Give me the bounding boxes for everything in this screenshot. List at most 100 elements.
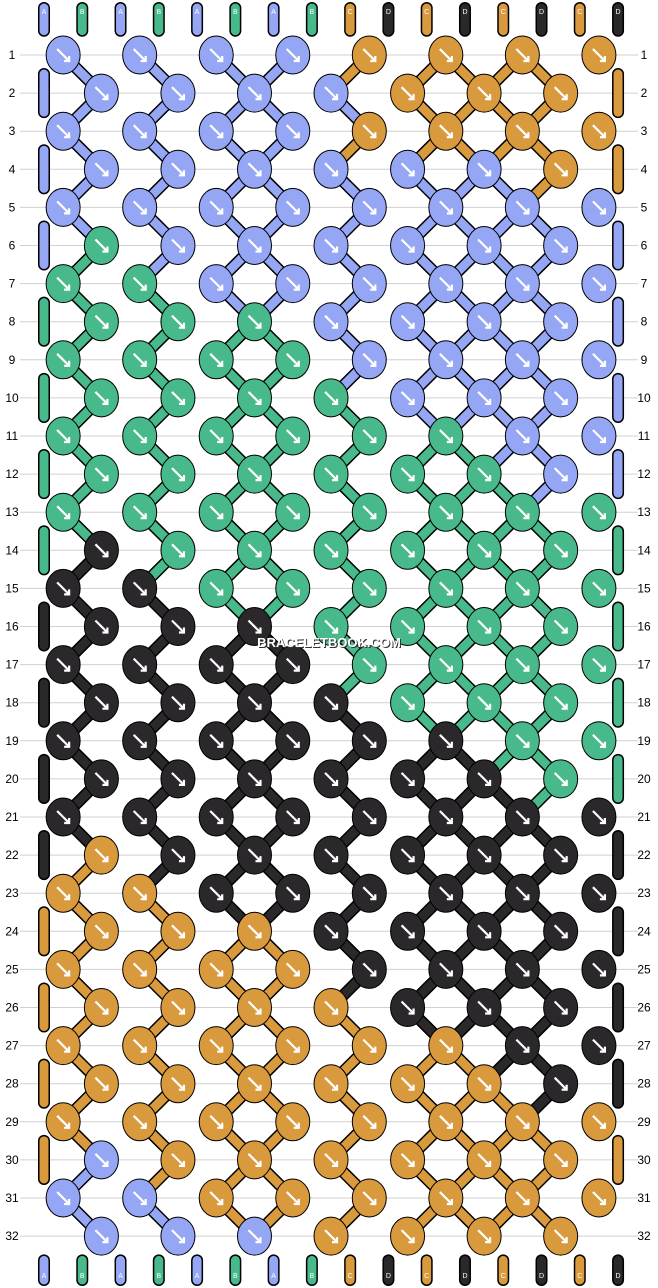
arrow-icon (553, 467, 568, 481)
arrow-icon-head (446, 1046, 453, 1053)
knot (45, 187, 81, 227)
arrow-icon-head (561, 170, 568, 177)
knot (236, 1064, 272, 1104)
knot (390, 149, 426, 189)
arrow-icon-head (446, 970, 453, 977)
arrow-icon (515, 734, 530, 748)
knot (581, 721, 617, 761)
row-number-left: 12 (5, 467, 19, 481)
arrow-icon-head (293, 437, 300, 444)
strand-label-top: A (42, 9, 47, 16)
arrow-icon (439, 581, 453, 596)
arrow-icon-head (523, 56, 530, 63)
arrow-icon (477, 162, 491, 177)
knot (275, 949, 311, 989)
row-number-left: 21 (5, 810, 19, 824)
arrow-icon (94, 1229, 109, 1243)
knot (83, 149, 119, 189)
row-number-right: 14 (637, 543, 651, 557)
row-number-right: 8 (641, 315, 648, 329)
knot (83, 988, 119, 1027)
knot (351, 568, 387, 608)
knot (236, 454, 272, 494)
arrow-icon-head (485, 1237, 492, 1244)
arrow-icon-head (561, 1160, 568, 1168)
row-number-right: 32 (637, 1229, 651, 1243)
knot (543, 1064, 579, 1104)
arrow-icon-head (523, 513, 530, 520)
arrow-icon (400, 1229, 415, 1243)
arrow-icon (553, 848, 568, 862)
arrow-icon-head (561, 1237, 568, 1244)
knot (390, 530, 426, 570)
arrow-icon (56, 48, 70, 62)
arrow-icon-head (408, 94, 415, 101)
arrow-icon-head (561, 1008, 568, 1015)
knot (313, 759, 349, 799)
knot (236, 530, 272, 570)
arrow-icon (94, 391, 109, 405)
knot (160, 378, 196, 418)
row-number-left: 2 (9, 86, 16, 100)
strand-label-bottom: A (42, 1273, 47, 1280)
arrow-icon-head (255, 627, 262, 634)
arrow-icon-head (217, 970, 224, 977)
knot (428, 111, 464, 151)
row-number-left: 10 (5, 391, 19, 405)
arrow-icon-head (140, 284, 147, 291)
row-number-right: 4 (641, 162, 648, 176)
strand-label-top: B (233, 9, 238, 16)
arrow-icon (247, 162, 262, 177)
knot (160, 759, 196, 799)
arrow-icon (171, 619, 185, 634)
arrow-icon (285, 353, 300, 367)
strand-label-bottom: B (156, 1273, 161, 1280)
knot (543, 759, 579, 799)
arrow-icon-head (446, 894, 453, 901)
strand-label-top: A (118, 9, 123, 16)
arrow-icon-head (332, 94, 339, 101)
arrow-icon (209, 657, 223, 672)
arrow-icon (94, 162, 109, 177)
knot (122, 949, 158, 989)
row-number-left: 1 (9, 48, 16, 62)
strand-label-top: A (195, 9, 200, 16)
knot (466, 911, 502, 951)
arrow-icon (209, 429, 223, 443)
arrow-icon-head (102, 1084, 109, 1091)
arrow-icon-head (332, 779, 339, 787)
strand-label-bottom: D (616, 1273, 621, 1280)
knot (198, 492, 234, 532)
knot (236, 149, 272, 189)
arrow-icon-head (599, 589, 607, 596)
arrow-icon-head (485, 475, 492, 482)
arrow-icon (362, 276, 377, 291)
knot (390, 226, 426, 265)
arrow-icon-head (370, 1199, 377, 1206)
arrow-icon (477, 772, 491, 786)
knot (466, 149, 502, 189)
arrow-icon (285, 200, 300, 215)
arrow-icon (247, 848, 262, 862)
arrow-icon (400, 772, 415, 786)
arrow-icon-head (64, 970, 71, 977)
arrow-icon (477, 1153, 491, 1167)
arrow-icon-head (178, 779, 186, 787)
arrow-icon (324, 543, 338, 558)
row-number-left: 5 (9, 200, 16, 214)
arrow-icon (247, 1000, 262, 1015)
knot (428, 340, 464, 380)
arrow-icon-head (64, 894, 71, 901)
arrow-icon-head (332, 1237, 339, 1244)
arrow-icon-head (370, 894, 377, 901)
arrow-icon-head (408, 1160, 415, 1168)
knot (275, 1102, 311, 1142)
arrow-icon (362, 581, 377, 596)
arrow-icon-head (523, 360, 530, 367)
arrow-icon-head (217, 894, 224, 901)
arrow-icon (285, 886, 300, 900)
arrow-icon (553, 238, 568, 253)
arrow-icon-head (293, 818, 300, 825)
arrow-icon (439, 962, 453, 977)
